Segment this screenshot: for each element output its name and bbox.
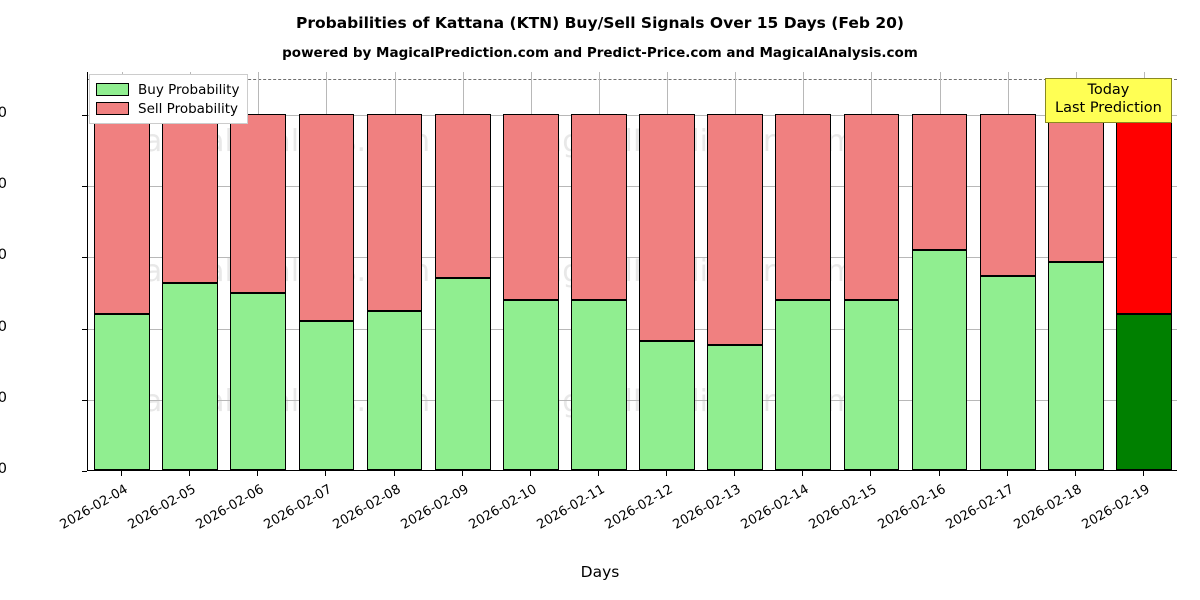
- bar-segment-buy[interactable]: [502, 300, 559, 470]
- x-tick-mark: [393, 471, 395, 476]
- y-tick-mark: [82, 399, 87, 401]
- x-tick-mark: [121, 471, 123, 476]
- bar-segment-buy[interactable]: [230, 292, 287, 470]
- legend-swatch-buy: [96, 83, 129, 96]
- bar-segment-sell[interactable]: [94, 113, 150, 314]
- y-tick-label: 40: [0, 318, 7, 335]
- legend-item-sell: Sell Probability: [96, 99, 239, 118]
- x-axis-label: Days: [580, 563, 620, 581]
- plot-inner: MagicalAnalysis.comMagicalPrediction.com…: [88, 72, 1177, 470]
- bar-segment-buy[interactable]: [571, 300, 627, 470]
- legend-swatch-sell: [96, 102, 129, 115]
- y-gridline: [88, 186, 1177, 187]
- chart-title: Probabilities of Kattana (KTN) Buy/Sell …: [295, 14, 905, 32]
- x-tick-mark: [1074, 471, 1076, 476]
- bar-segment-buy[interactable]: [911, 250, 968, 470]
- bar-segment-buy[interactable]: [434, 277, 491, 470]
- bar-segment-buy[interactable]: [366, 311, 423, 470]
- bar-segment-sell[interactable]: [775, 113, 832, 301]
- reference-dashed-line: [88, 79, 1177, 81]
- bar-segment-buy[interactable]: [1116, 313, 1172, 470]
- y-gridline: [88, 257, 1177, 259]
- y-gridline: [88, 399, 1177, 401]
- chart-subtitle: powered by MagicalPrediction.com and Pre…: [282, 45, 918, 61]
- x-tick-mark: [325, 471, 327, 476]
- bar-segment-sell[interactable]: [979, 113, 1036, 276]
- y-tick-label: 80: [0, 176, 7, 192]
- bar-group[interactable]: [94, 72, 150, 470]
- bar-group[interactable]: [366, 72, 423, 470]
- x-tick-mark: [529, 471, 531, 476]
- x-tick-mark: [461, 471, 463, 476]
- bar-segment-sell[interactable]: [911, 113, 968, 251]
- bar-segment-buy[interactable]: [979, 275, 1036, 470]
- x-tick-mark: [597, 471, 599, 476]
- bar-segment-buy[interactable]: [94, 313, 150, 470]
- bar-segment-sell[interactable]: [434, 113, 491, 278]
- y-tick-label: 60: [0, 247, 7, 264]
- y-tick-mark: [82, 471, 87, 472]
- bar-segment-sell[interactable]: [639, 113, 695, 342]
- bar-group[interactable]: [1047, 72, 1104, 470]
- x-tick-mark: [257, 471, 259, 476]
- bar-segment-sell[interactable]: [230, 113, 287, 293]
- bar-segment-buy[interactable]: [707, 345, 764, 470]
- bar-segment-sell[interactable]: [843, 113, 900, 301]
- bar-group[interactable]: [639, 72, 695, 470]
- bar-segment-sell[interactable]: [298, 113, 355, 322]
- x-tick-mark: [1006, 471, 1008, 476]
- x-tick-mark: [938, 471, 940, 476]
- bar-segment-sell[interactable]: [502, 113, 559, 301]
- y-tick-mark: [82, 257, 87, 259]
- bar-segment-sell[interactable]: [366, 113, 423, 312]
- bar-segment-sell[interactable]: [162, 113, 219, 283]
- bar-group[interactable]: [775, 72, 832, 470]
- today-annotation-line1: Today: [1087, 82, 1130, 98]
- bar-segment-buy[interactable]: [843, 300, 900, 470]
- y-tick-mark: [82, 186, 87, 187]
- x-tick-mark: [734, 471, 736, 476]
- bar-segment-buy[interactable]: [298, 321, 355, 470]
- today-annotation-line2: Last Prediction: [1055, 99, 1162, 116]
- y-tick-mark: [82, 328, 87, 330]
- chart-legend: Buy Probability Sell Probability: [89, 74, 249, 124]
- y-tick-mark: [82, 114, 87, 116]
- bar-segment-buy[interactable]: [1047, 262, 1104, 470]
- bar-segment-sell[interactable]: [571, 113, 627, 301]
- x-tick-mark: [189, 471, 191, 476]
- y-tick-label: 20: [0, 389, 7, 406]
- x-tick-mark: [802, 471, 804, 476]
- x-tick-mark: [870, 471, 872, 476]
- bar-group[interactable]: [979, 72, 1036, 470]
- bar-segment-sell[interactable]: [707, 113, 764, 346]
- bar-segment-buy[interactable]: [162, 282, 219, 470]
- legend-label-buy: Buy Probability: [138, 81, 240, 98]
- y-tick-label: 0: [0, 461, 7, 477]
- y-gridline: [88, 328, 1177, 330]
- bar-segment-buy[interactable]: [775, 300, 832, 470]
- bar-group[interactable]: [911, 72, 968, 470]
- bar-segment-buy[interactable]: [639, 341, 695, 470]
- legend-label-sell: Sell Probability: [138, 100, 239, 117]
- legend-item-buy: Buy Probability: [96, 80, 239, 99]
- y-gridline: [88, 114, 1177, 116]
- plot-area: MagicalAnalysis.comMagicalPrediction.com…: [87, 72, 1177, 471]
- bar-group[interactable]: [434, 72, 491, 470]
- bar-group[interactable]: [571, 72, 627, 470]
- bar-group[interactable]: [1116, 72, 1172, 470]
- bar-group[interactable]: [843, 72, 900, 470]
- bar-segment-sell[interactable]: [1116, 113, 1172, 314]
- bar-group[interactable]: [162, 72, 219, 470]
- bar-group[interactable]: [502, 72, 559, 470]
- bar-segment-sell[interactable]: [1047, 113, 1104, 263]
- bar-group[interactable]: [707, 72, 764, 470]
- y-tick-label: 100: [0, 104, 7, 121]
- bar-group[interactable]: [230, 72, 287, 470]
- x-tick-mark: [666, 471, 668, 476]
- x-tick-mark: [1142, 471, 1144, 476]
- bar-group[interactable]: [298, 72, 355, 470]
- today-annotation: Today Last Prediction: [1045, 78, 1172, 124]
